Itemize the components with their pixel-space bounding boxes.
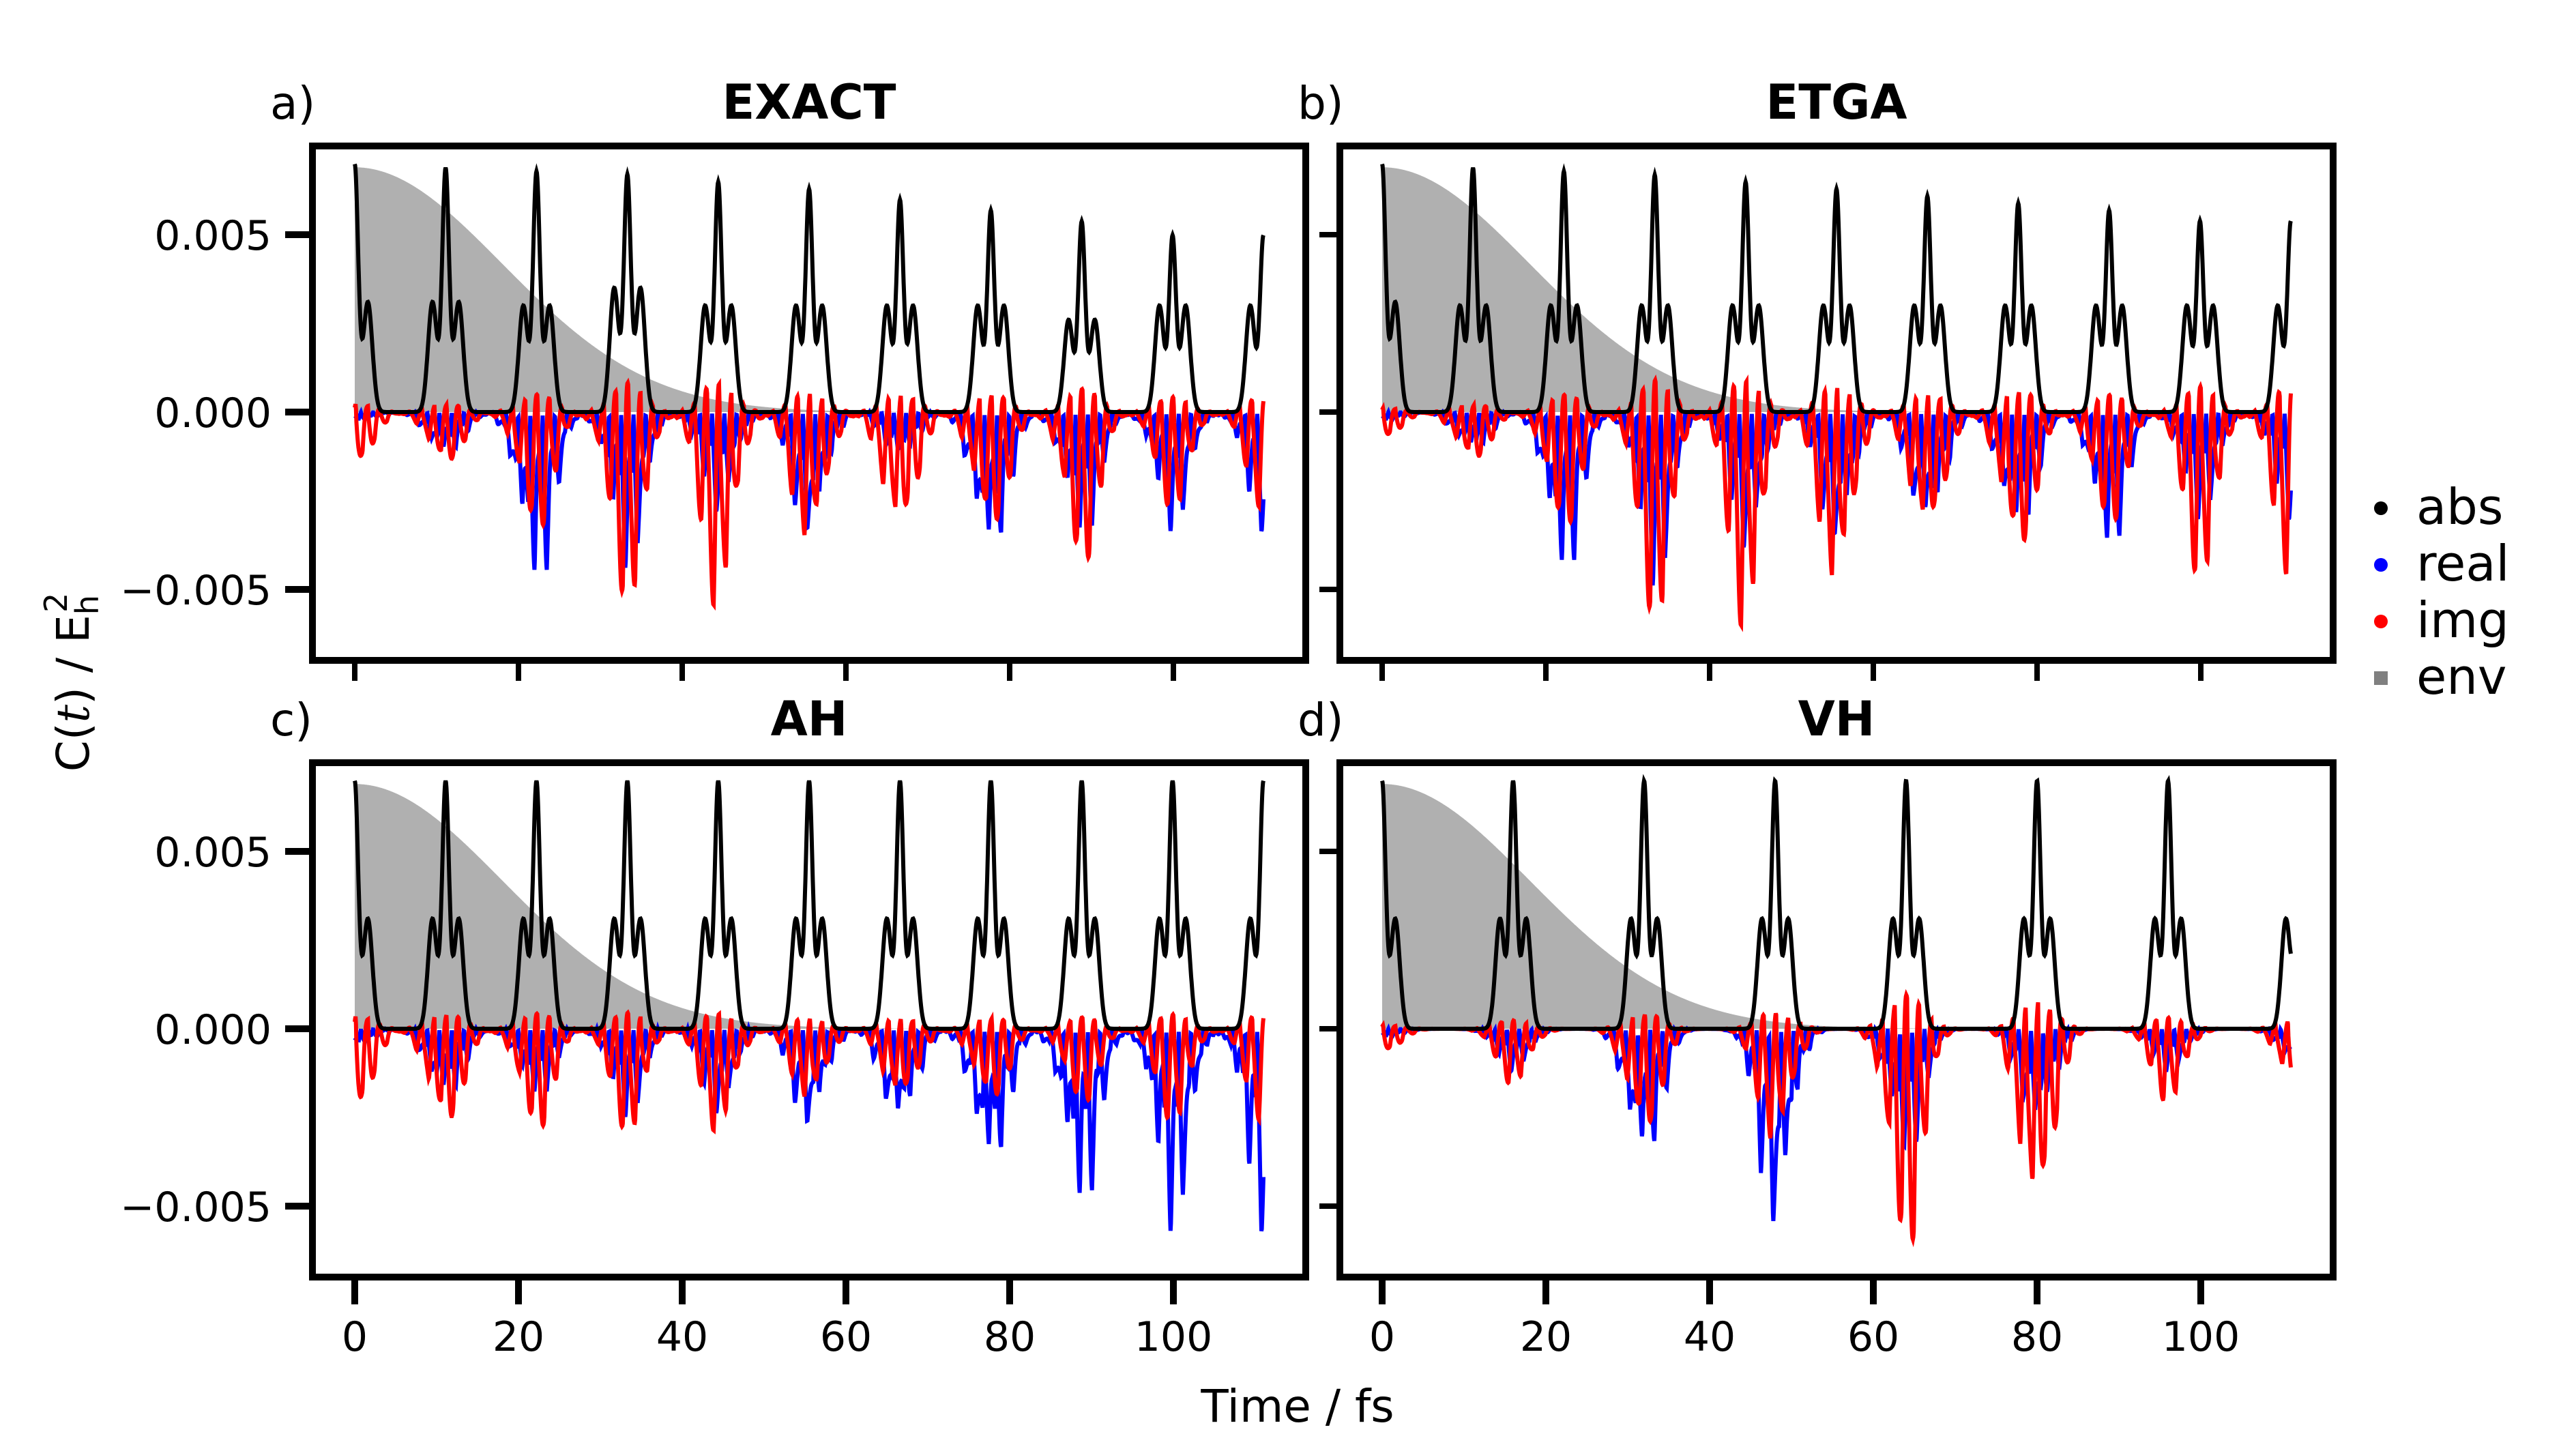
exact-panel-letter: a) [270, 77, 315, 130]
svg-text:C(t) / Eh2: C(t) / Eh2 [38, 593, 106, 772]
etga-abs-line [1380, 163, 2293, 414]
vh-panel-letter: d) [1298, 694, 1344, 746]
exact-img-line [353, 377, 1265, 611]
exact-env-area [355, 167, 1263, 412]
etga-panel-letter: b) [1298, 77, 1344, 130]
legend-label-img: img [2416, 591, 2509, 649]
y-label-prefix: C( [47, 722, 100, 772]
panel-ah: AH c) −0.005 0.000 0.005 0 20 40 60 80 100 [120, 691, 1309, 1361]
panel-etga: ETGA b) [1298, 74, 2337, 681]
vh-axes-frame [1336, 759, 2337, 1280]
ah-xtick-label: 100 [1135, 1313, 1213, 1361]
vh-xtick-label: 0 [1369, 1313, 1395, 1361]
x-axis-label: Time / fs [1200, 1380, 1394, 1433]
vh-xtick-label: 40 [1684, 1313, 1736, 1361]
etga-env-area [1382, 167, 2291, 412]
legend-label-real: real [2416, 535, 2509, 592]
legend-marker-env [2374, 671, 2388, 685]
vh-env-area [1382, 784, 2291, 1029]
etga-img-line [1380, 374, 2293, 632]
vh-xtick-label: 100 [2162, 1313, 2240, 1361]
ah-ytick-label: −0.005 [120, 1184, 272, 1231]
y-label-subscript: h [69, 595, 106, 615]
y-label-variable: t [47, 704, 100, 722]
legend: abs real img env [2374, 478, 2509, 705]
panel-vh: VH d) 0 20 40 60 80 100 [1298, 691, 2337, 1361]
vh-xtick-label: 20 [1520, 1313, 1572, 1361]
legend-label-env: env [2416, 648, 2507, 705]
legend-label-abs: abs [2416, 478, 2503, 536]
exact-ytick-label: 0.000 [154, 390, 272, 437]
exact-plot-area [353, 163, 1265, 611]
exact-abs-line [353, 163, 1265, 414]
y-axis-label: C(t) / Eh2 [38, 593, 106, 772]
y-label-middle: ) / E [47, 615, 100, 705]
ah-xtick-label: 80 [984, 1313, 1036, 1361]
ah-xtick-label: 20 [493, 1313, 544, 1361]
ah-abs-line [353, 780, 1265, 1031]
exact-axes-frame [309, 143, 1309, 664]
panel-exact: EXACT a) −0.005 0.000 0.005 [120, 74, 1309, 681]
ah-xtick-label: 60 [820, 1313, 872, 1361]
ah-xtick-label: 40 [656, 1313, 708, 1361]
vh-plot-area [1380, 774, 2293, 1248]
legend-marker-abs [2374, 501, 2388, 515]
legend-marker-real [2374, 558, 2388, 572]
ah-xtick-label: 0 [342, 1313, 368, 1361]
exact-panel-title: EXACT [722, 74, 896, 130]
vh-xtick-label: 80 [2011, 1313, 2063, 1361]
etga-axes-frame [1336, 143, 2337, 664]
exact-ytick-label: 0.005 [154, 212, 272, 260]
y-label-superscript: 2 [38, 593, 74, 613]
legend-marker-img [2374, 615, 2388, 628]
etga-plot-area [1380, 163, 2293, 632]
vh-panel-title: VH [1798, 691, 1875, 747]
vh-xtick-label: 60 [1847, 1313, 1899, 1361]
ah-axes-frame [309, 759, 1309, 1280]
ah-plot-area [353, 780, 1265, 1232]
ah-panel-letter: c) [270, 694, 312, 746]
etga-panel-title: ETGA [1766, 74, 1907, 130]
ah-ytick-label: 0.005 [154, 829, 272, 877]
exact-ytick-label: −0.005 [120, 567, 272, 615]
vh-abs-line [1380, 774, 2293, 1031]
etga-real-line [1381, 407, 2293, 586]
ah-env-area [355, 784, 1263, 1029]
ah-ytick-label: 0.000 [154, 1006, 272, 1054]
ah-img-line [353, 1009, 1265, 1135]
ah-panel-title: AH [771, 691, 848, 747]
